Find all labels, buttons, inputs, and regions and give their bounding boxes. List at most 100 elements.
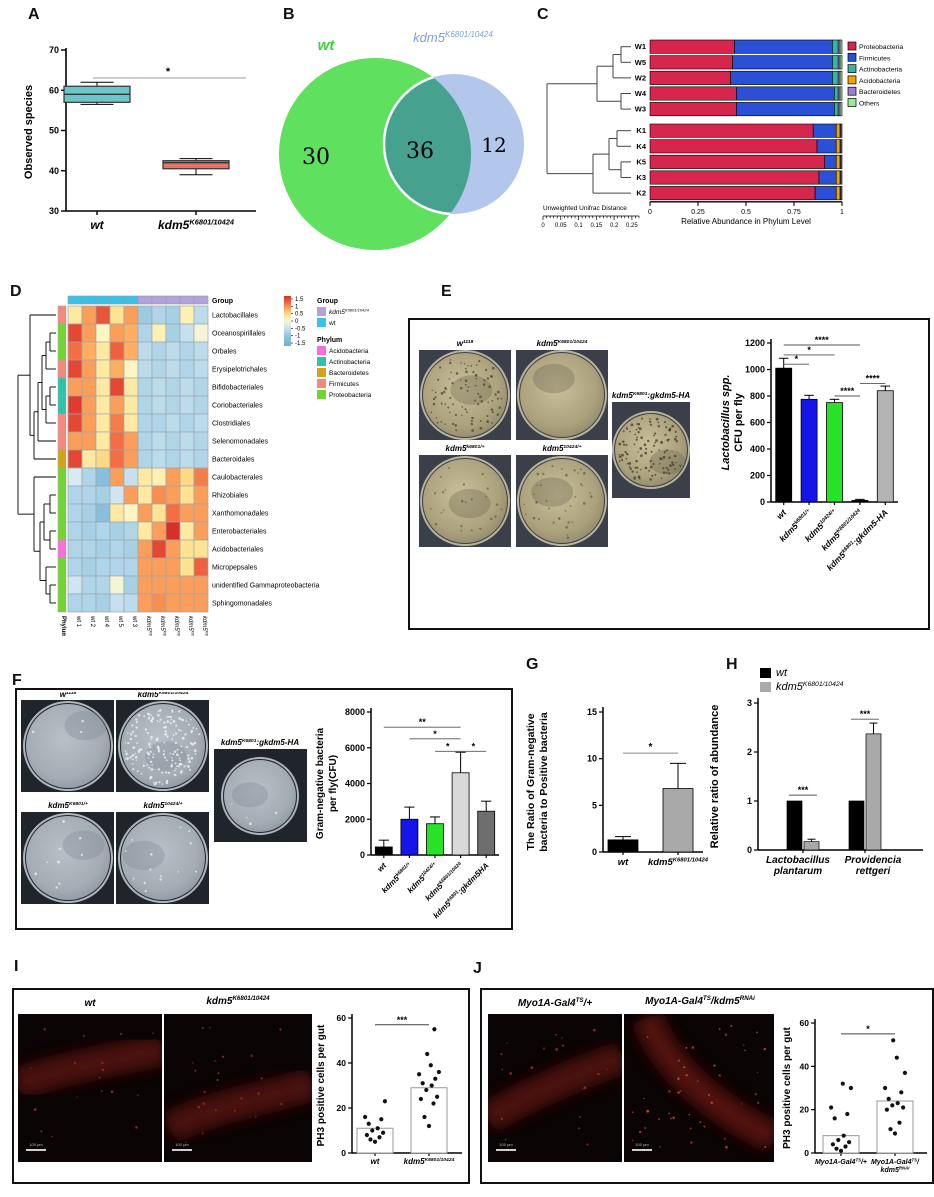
svg-text:0: 0: [648, 209, 652, 216]
axes: 0 2000 4000 6000 8000: [345, 707, 499, 860]
sample-label: W5: [635, 58, 646, 67]
y-axis-label: PH3 positive cells per gut: [782, 1026, 793, 1148]
svg-text:400: 400: [750, 444, 765, 454]
svg-text:0.15: 0.15: [590, 223, 602, 229]
bar: [876, 390, 894, 503]
data-point: [901, 1105, 906, 1110]
row-label: Erysipelotrichales: [212, 367, 267, 374]
svg-text:1: 1: [295, 304, 299, 310]
petri-plate-photo: [612, 402, 690, 498]
venn-diagram: [279, 58, 524, 250]
svg-text:0: 0: [592, 847, 597, 857]
significance-star: ***: [397, 1015, 408, 1025]
svg-text:0.2: 0.2: [610, 223, 619, 229]
row-label: Acidobacteriales: [212, 547, 264, 554]
svg-text:2: 2: [747, 747, 752, 757]
svg-text:50: 50: [49, 126, 59, 136]
x-category-label: Myo1A-Gal4TS/+: [815, 1157, 867, 1166]
group-header-row: [67, 295, 209, 305]
svg-text:40: 40: [49, 166, 59, 176]
svg-text:1.5: 1.5: [295, 297, 304, 303]
bar: [426, 823, 444, 856]
svg-text:3: 3: [747, 698, 752, 708]
plate-label: w1118: [60, 692, 77, 699]
y-axis-label-A: Observed species: [23, 85, 35, 179]
petri-plate-photo: [21, 812, 114, 904]
column-labels: Phylum wt 1 wt 2 wt 4 wt 5 wt 3 kdm5K6801/1042…: [60, 615, 208, 636]
data-point: [899, 1090, 904, 1095]
panel-letter-F: F: [12, 672, 22, 689]
data-point: [891, 1038, 896, 1043]
svg-text:kdm5K6801/10424 4: kdm5K6801/10424 4: [173, 616, 180, 636]
data-point: [366, 1121, 371, 1126]
legend-C: Proteobacteria Firmicutes Actinobacteria Ac…: [847, 41, 903, 108]
row-label: Oceanospirillales: [212, 331, 266, 338]
data-point: [838, 1148, 844, 1153]
legend-phylum-entry: Acidobacteria: [329, 348, 369, 355]
data-point: [435, 1094, 440, 1099]
axes: 0 200 400 600 800 1000 1200: [745, 338, 898, 507]
y-axis-label: Relative ratio of abundance: [709, 705, 721, 849]
venn-count-kdm5-only: 12: [481, 133, 506, 157]
scale-bar-label: 100 μm: [29, 1142, 43, 1147]
significance-star: *: [433, 729, 437, 739]
row-label: Bifidobacteriales: [212, 385, 264, 392]
legend-entry: Firmicutes: [859, 55, 891, 62]
heatmap-grid: [57, 305, 209, 613]
svg-text:-1.5: -1.5: [295, 341, 306, 347]
data-point: [895, 1101, 900, 1106]
petri-plate-photo: [516, 455, 608, 547]
plate-label: kdm5K6801:gkdm5-HA: [612, 391, 690, 400]
panel-letter-I: I: [14, 958, 19, 975]
bar: [800, 398, 818, 503]
panel-E-box: [408, 318, 930, 630]
svg-text:kdm5K6801/10424 3: kdm5K6801/10424 3: [201, 616, 208, 636]
significance-star: *: [807, 345, 811, 355]
stacked-bars: [649, 39, 843, 201]
svg-text:20: 20: [337, 1103, 347, 1113]
significance-star: ***: [798, 785, 809, 795]
legend-entry: Actinobacteria: [859, 67, 902, 74]
x-category-label: kdm5K6801/10424: [404, 1157, 455, 1166]
svg-text:0.5: 0.5: [295, 312, 304, 318]
bar: [865, 733, 882, 851]
data-point: [424, 1087, 429, 1093]
panel-letter-H: H: [726, 656, 738, 673]
data-point: [381, 1130, 386, 1135]
panel-I-images-and-chart: 100 μm wt 100 μm kdm5K6801/10424 0 20 40 60 *** P…: [18, 995, 462, 1166]
legend-phylum-entry: Firmicutes: [329, 381, 360, 388]
significance-star: *: [472, 741, 476, 751]
data-point: [892, 1131, 898, 1136]
data-point: [433, 1076, 438, 1081]
box-kdm5^{K6801/10424}: [162, 158, 230, 215]
svg-text:0.05: 0.05: [555, 223, 567, 229]
scale-bar-label: 100 μm: [499, 1142, 513, 1147]
svg-text:40: 40: [800, 1061, 810, 1071]
row-label: Xanthomonadales: [212, 511, 269, 518]
svg-text:5: 5: [592, 800, 597, 810]
data-point: [429, 1083, 434, 1088]
panel-B-venn: 30 36 12 wt kdm5K6801/10424: [279, 30, 524, 250]
svg-text:0: 0: [541, 223, 545, 229]
sample-label: K4: [636, 142, 646, 151]
petri-plate-photo: [116, 700, 209, 792]
svg-text:10: 10: [587, 754, 597, 764]
gut-fluorescence-image: 100 μm: [624, 1014, 774, 1162]
bar: [848, 800, 865, 851]
petri-plate-photo: [116, 812, 209, 904]
data-point: [829, 1105, 834, 1110]
row-label: Rhizobiales: [212, 493, 249, 500]
svg-text:0: 0: [760, 497, 765, 507]
data-point: [840, 1081, 845, 1086]
svg-text:wt 4: wt 4: [103, 615, 109, 628]
svg-text:kdm5K6801/10424 2: kdm5K6801/10424 2: [159, 616, 166, 636]
panel-E-barchart: 020040060080010001200wtkdm5k6801/+kdm510…: [720, 335, 898, 573]
data-point: [834, 1146, 839, 1151]
data-point: [377, 1135, 382, 1140]
legend-group-entry: kdm5K6801/10424: [329, 308, 370, 316]
panel-F-plates: w1118 kdm5K6801/10424 kdm5K6801:gkdm5-HA kd…: [21, 692, 307, 904]
petri-plate-photo: [516, 350, 608, 440]
significance-star: *: [795, 354, 799, 364]
legend-phylum-entry: Proteobacteria: [329, 392, 372, 399]
panel-letter-A: A: [28, 6, 40, 23]
